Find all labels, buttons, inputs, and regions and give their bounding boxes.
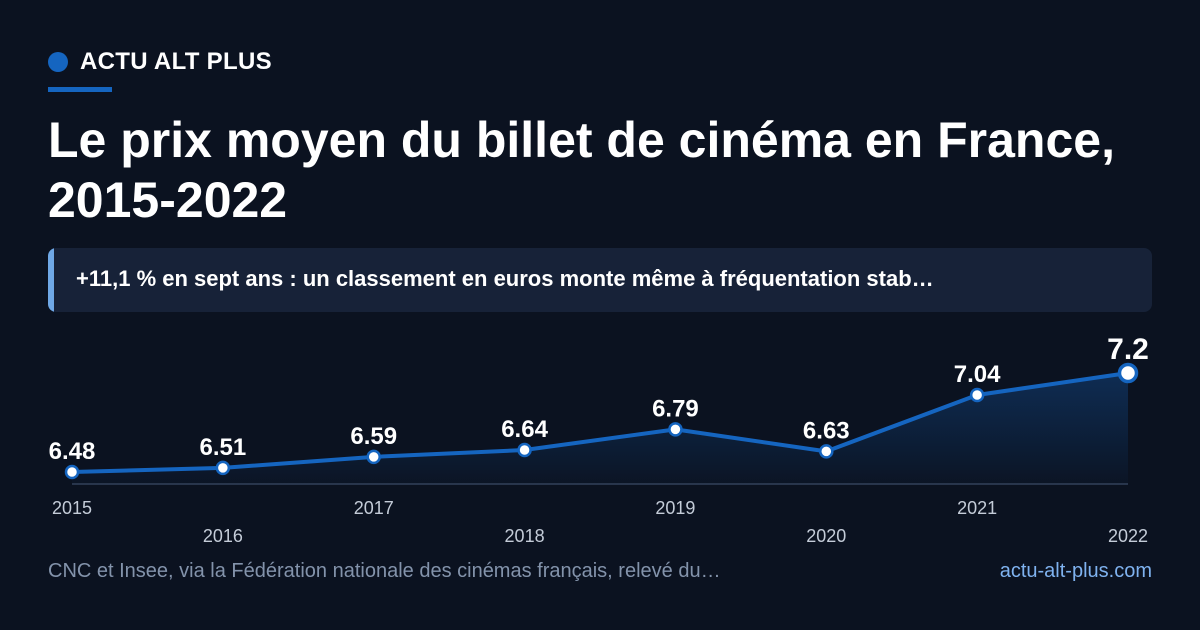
x-tick-label: 2019 xyxy=(655,498,695,518)
data-label: 7.04 xyxy=(954,361,1001,388)
brand-name: ACTU ALT PLUS xyxy=(80,48,272,75)
data-point xyxy=(819,444,834,459)
data-label: 6.59 xyxy=(350,423,397,450)
page-title: Le prix moyen du billet de cinéma en Fra… xyxy=(48,112,1115,228)
series-line xyxy=(70,371,1130,474)
site-link[interactable]: actu-alt-plus.com xyxy=(999,560,1152,582)
data-label: 6.51 xyxy=(199,434,246,461)
subtitle-accent-bar xyxy=(48,248,54,312)
brand-dot-icon xyxy=(48,52,68,72)
data-point xyxy=(969,387,985,403)
data-label: 6.79 xyxy=(652,395,699,422)
brand: ACTU ALT PLUS xyxy=(48,48,272,76)
x-tick-label: 2017 xyxy=(354,498,394,518)
data-point xyxy=(517,442,532,458)
series-area xyxy=(72,373,1128,484)
source-note: CNC et Insee, via la Fédération national… xyxy=(48,560,721,582)
data-point xyxy=(215,460,231,476)
data-label: 6.64 xyxy=(501,416,548,443)
data-label: 6.63 xyxy=(803,417,850,444)
subtitle-box: +11,1 % en sept ans : un classement en e… xyxy=(48,248,1152,312)
brand-underline xyxy=(48,87,112,92)
x-tick-label: 2021 xyxy=(957,498,997,518)
x-tick-label: 2020 xyxy=(806,526,846,546)
data-point xyxy=(668,422,683,437)
data-point xyxy=(1117,362,1139,384)
data-point xyxy=(64,464,80,480)
subtitle: +11,1 % en sept ans : un classement en e… xyxy=(76,266,934,291)
x-tick-label: 2015 xyxy=(52,498,92,518)
x-tick-label: 2022 xyxy=(1108,526,1148,546)
data-label: 6.48 xyxy=(49,438,96,465)
data-point xyxy=(366,449,381,465)
data-label: 7.2 xyxy=(1107,333,1149,366)
line-chart: 6.48 6.51 6.59 6.64 6.79 6.63 7.04 7.2 2015 2016… xyxy=(49,333,1149,546)
x-tick-label: 2018 xyxy=(505,526,545,546)
x-tick-label: 2016 xyxy=(203,526,243,546)
